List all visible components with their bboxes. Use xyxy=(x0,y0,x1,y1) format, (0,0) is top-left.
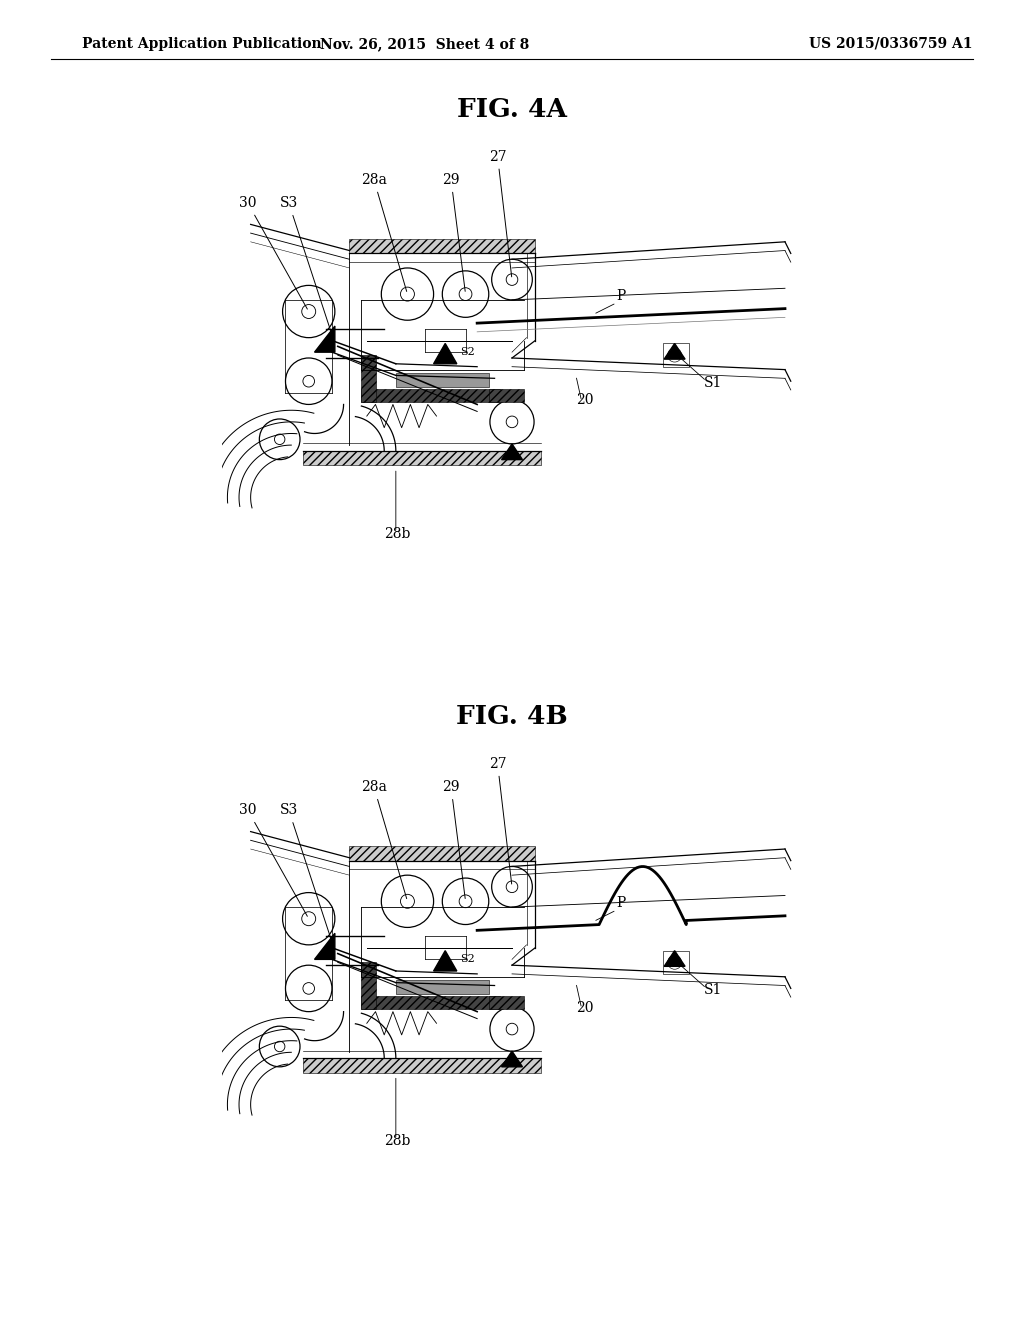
Text: S3: S3 xyxy=(280,195,331,333)
Text: FIG. 4A: FIG. 4A xyxy=(457,96,567,121)
Bar xyxy=(361,962,376,1008)
Bar xyxy=(349,846,536,861)
Text: P: P xyxy=(616,289,626,302)
Text: 27: 27 xyxy=(488,756,512,884)
Bar xyxy=(303,451,541,466)
Bar xyxy=(488,389,523,401)
Polygon shape xyxy=(665,343,685,359)
Text: 28a: 28a xyxy=(361,780,407,899)
Text: S1: S1 xyxy=(703,983,722,997)
Polygon shape xyxy=(314,326,335,352)
Text: Patent Application Publication: Patent Application Publication xyxy=(82,37,322,51)
Text: 27: 27 xyxy=(488,149,512,277)
Text: S3: S3 xyxy=(280,803,331,940)
Polygon shape xyxy=(433,343,457,364)
Bar xyxy=(396,372,488,387)
Bar xyxy=(303,1059,541,1073)
Bar xyxy=(488,997,523,1008)
Bar xyxy=(361,355,376,401)
Text: S2: S2 xyxy=(460,954,474,965)
Bar xyxy=(396,979,488,994)
Text: FIG. 4B: FIG. 4B xyxy=(456,704,568,729)
Bar xyxy=(663,950,689,974)
Text: P: P xyxy=(616,896,626,909)
Text: 28a: 28a xyxy=(361,173,407,292)
Text: S2: S2 xyxy=(460,347,474,358)
Polygon shape xyxy=(665,950,685,966)
Text: 30: 30 xyxy=(239,195,307,309)
Polygon shape xyxy=(314,933,335,960)
Bar xyxy=(361,997,501,1008)
Polygon shape xyxy=(433,950,457,972)
Text: US 2015/0336759 A1: US 2015/0336759 A1 xyxy=(809,37,973,51)
Polygon shape xyxy=(502,444,522,459)
Text: 29: 29 xyxy=(442,173,465,292)
Text: 29: 29 xyxy=(442,780,465,899)
Bar xyxy=(663,343,689,367)
Text: 20: 20 xyxy=(575,393,593,408)
Bar xyxy=(361,389,501,401)
Text: 30: 30 xyxy=(239,803,307,916)
Text: 28b: 28b xyxy=(384,1134,411,1148)
Text: S1: S1 xyxy=(703,376,722,389)
Text: 28b: 28b xyxy=(384,527,411,541)
Bar xyxy=(349,239,536,253)
Polygon shape xyxy=(502,1051,522,1067)
Text: Nov. 26, 2015  Sheet 4 of 8: Nov. 26, 2015 Sheet 4 of 8 xyxy=(321,37,529,51)
Text: 20: 20 xyxy=(575,1001,593,1015)
